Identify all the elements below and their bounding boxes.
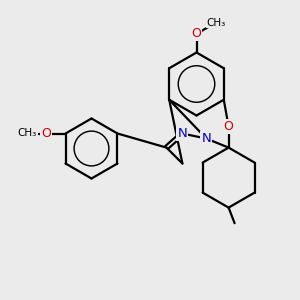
- Text: CH₃: CH₃: [18, 128, 37, 139]
- Text: O: O: [224, 120, 233, 133]
- Text: N: N: [202, 132, 211, 145]
- Text: N: N: [178, 127, 187, 140]
- Text: O: O: [41, 127, 51, 140]
- Text: O: O: [192, 27, 201, 40]
- Text: CH₃: CH₃: [206, 17, 226, 28]
